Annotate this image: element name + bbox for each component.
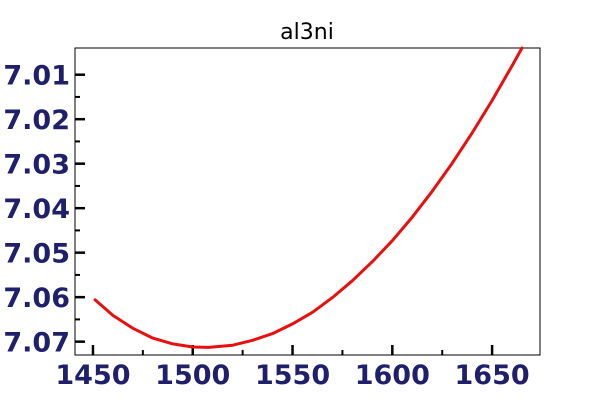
y-tick-label: 7.04 <box>3 194 70 225</box>
x-tick-label: 1650 <box>455 360 530 391</box>
y-tick-label: 7.03 <box>3 150 70 181</box>
series-group <box>93 46 524 349</box>
y-tick-label: 7.02 <box>3 105 70 136</box>
plot-area <box>74 47 541 356</box>
series-line-0 <box>93 46 524 349</box>
x-axis: 1450 1500 1550 1600 1650 <box>55 345 530 391</box>
x-tick-label: 1500 <box>155 360 230 391</box>
x-tick-label: 1550 <box>255 360 330 391</box>
y-tick-label: 7.01 <box>3 61 70 92</box>
chart-title: al3ni <box>280 20 334 45</box>
y-tick-label: 7.05 <box>3 239 70 270</box>
x-tick-label: 1600 <box>355 360 430 391</box>
y-tick-label: 7.07 <box>3 328 70 359</box>
y-axis: 7.01 7.02 7.03 7.04 7.05 7.06 7.07 <box>3 61 85 359</box>
x-tick-label: 1450 <box>55 360 130 391</box>
y-tick-label: 7.06 <box>3 283 70 314</box>
